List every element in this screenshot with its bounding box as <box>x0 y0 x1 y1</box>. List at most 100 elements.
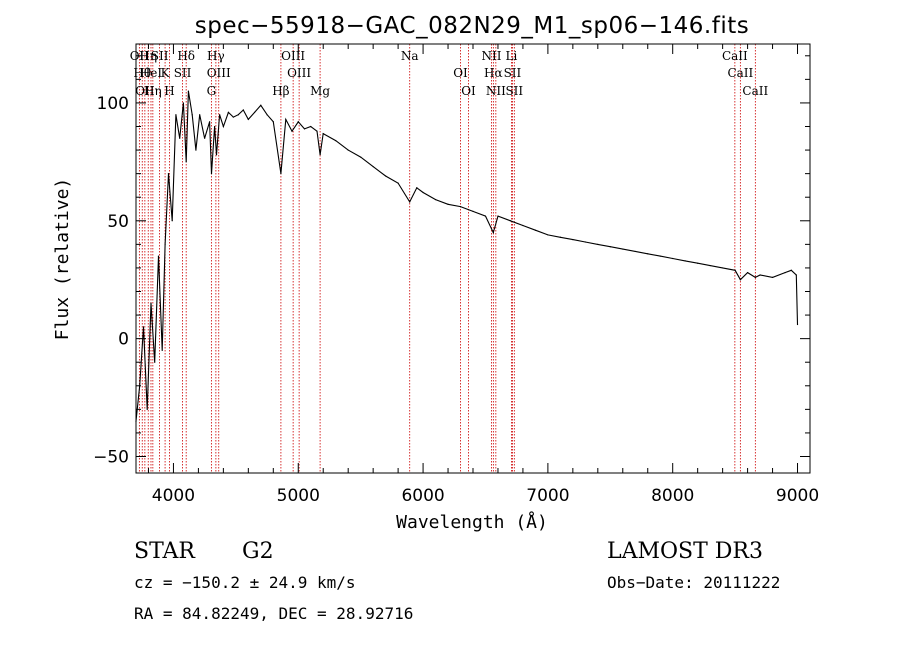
spectrum-point <box>360 156 362 158</box>
spectrum-point <box>547 234 549 236</box>
spectral-line-label: K <box>161 66 171 80</box>
spectrum-point <box>222 125 224 128</box>
spectral-line-labels: OIIHθOIIHηHeIHηSIIKHHδSIIGHγOIIIHβOIIIOI… <box>130 49 769 98</box>
spectral-line-label: Hγ <box>207 49 225 63</box>
spectrum-point <box>157 255 160 257</box>
spectrum-point <box>285 118 287 121</box>
spectrum-point <box>647 253 649 255</box>
spectrum-point <box>266 114 268 116</box>
x-tick-label: 5000 <box>277 486 320 506</box>
spectrum-point <box>534 229 537 231</box>
spectral-line-label: Hη <box>139 49 157 63</box>
x-tick-label: 8000 <box>651 486 694 506</box>
spectrum-point <box>709 264 711 267</box>
spectral-line-label: Hδ <box>177 49 195 63</box>
spectrum-point <box>684 260 686 262</box>
spectral-line-label: OIII <box>207 66 231 80</box>
spectrum-point <box>584 241 586 243</box>
spectrum-point <box>167 173 170 175</box>
spectrum-point <box>242 109 244 111</box>
spectrum-point <box>497 215 499 217</box>
spectrum-point <box>164 243 166 245</box>
spectrum-point <box>280 173 282 175</box>
spectrum-point <box>253 111 256 113</box>
spectrum-point <box>214 125 216 128</box>
y-tick-label: −50 <box>93 448 129 468</box>
spectral-line-label: SII <box>174 66 192 80</box>
spectrum-point <box>150 302 152 304</box>
spectrum-point <box>171 220 173 222</box>
x-axis-label: Wavelength (Å) <box>396 511 548 533</box>
spectrum-point <box>372 165 374 168</box>
spectral-line-label: Hβ <box>272 84 289 98</box>
spectrum-point <box>209 121 211 123</box>
spectrum-point <box>416 187 418 189</box>
spectrum-point <box>397 182 399 184</box>
spectrum-point <box>634 250 636 253</box>
spectral-line-label: Hη <box>144 84 162 98</box>
spectrum-point <box>272 121 274 123</box>
spectrum-point <box>199 114 201 116</box>
spectral-line-label: NII <box>486 84 506 98</box>
spectrum-point <box>771 276 774 278</box>
spectral-line-label: OI <box>453 66 468 80</box>
spectral-line-label: Na <box>401 49 419 63</box>
spectrum-point <box>796 323 799 326</box>
spectrum-point <box>622 248 624 250</box>
spectrum-point <box>434 198 437 201</box>
spectrum-point <box>572 239 574 241</box>
spectrum-point <box>492 231 494 234</box>
spectrum-point <box>322 132 324 135</box>
spectrum-point <box>784 272 786 274</box>
spectrum-line <box>135 91 799 422</box>
survey-name: LAMOST DR3 <box>607 539 763 564</box>
x-tick-label: 4000 <box>152 486 195 506</box>
redshift-velocity: cz = −150.2 ± 24.9 km/s <box>134 573 356 592</box>
spectrum-point <box>472 210 474 212</box>
spectral-line-label: SII <box>151 49 169 63</box>
coordinates: RA = 84.82249, DEC = 28.92716 <box>134 604 413 623</box>
spectrum-point <box>260 104 262 106</box>
spectrum-point <box>291 130 293 132</box>
spectral-line-label: CaII <box>722 49 748 63</box>
spectrum-point <box>146 408 148 410</box>
spectrum-point <box>195 149 197 151</box>
spectrum-point <box>597 243 599 245</box>
spectrum-point <box>154 361 156 363</box>
spectrum-point <box>447 203 449 205</box>
spectrum-point <box>297 121 299 123</box>
spectrum-point <box>219 114 221 116</box>
x-tick-label: 6000 <box>401 486 444 506</box>
y-tick-label: 50 <box>107 212 129 232</box>
spectrum-point <box>215 154 218 156</box>
spectrum-point <box>175 114 177 116</box>
observation-date: Obs−Date: 20111222 <box>607 573 780 592</box>
spectrum-point <box>509 220 512 222</box>
spectrum-point <box>247 118 249 121</box>
spectral-line-label: Li <box>506 49 518 63</box>
spectral-line-markers <box>138 44 756 473</box>
x-tick-label: 7000 <box>526 486 569 506</box>
spectrum-point <box>422 191 424 194</box>
spectral-line-label: Hθ <box>133 66 151 80</box>
spectral-line-label: OIII <box>281 49 305 63</box>
spectrum-point <box>185 161 187 163</box>
spectrum-point <box>161 349 163 352</box>
spectrum-point <box>409 201 411 203</box>
spectrum-point <box>182 102 185 104</box>
spectrum-point <box>697 262 699 264</box>
spectrum-point <box>722 267 724 269</box>
spectrum-point <box>739 279 741 281</box>
spectrum-point <box>316 130 318 132</box>
spectral-line-label: SII <box>504 66 522 80</box>
spectrum-point <box>790 269 792 271</box>
spectrum-point <box>310 125 312 128</box>
spectrum-point <box>659 255 661 257</box>
spectrum-point <box>347 149 349 151</box>
spectrum-point <box>237 114 239 116</box>
spectrum-point <box>795 274 797 276</box>
spectrum-point <box>319 154 321 156</box>
spectral-line-label: SII <box>505 84 523 98</box>
spectral-line-label: H <box>164 84 174 98</box>
